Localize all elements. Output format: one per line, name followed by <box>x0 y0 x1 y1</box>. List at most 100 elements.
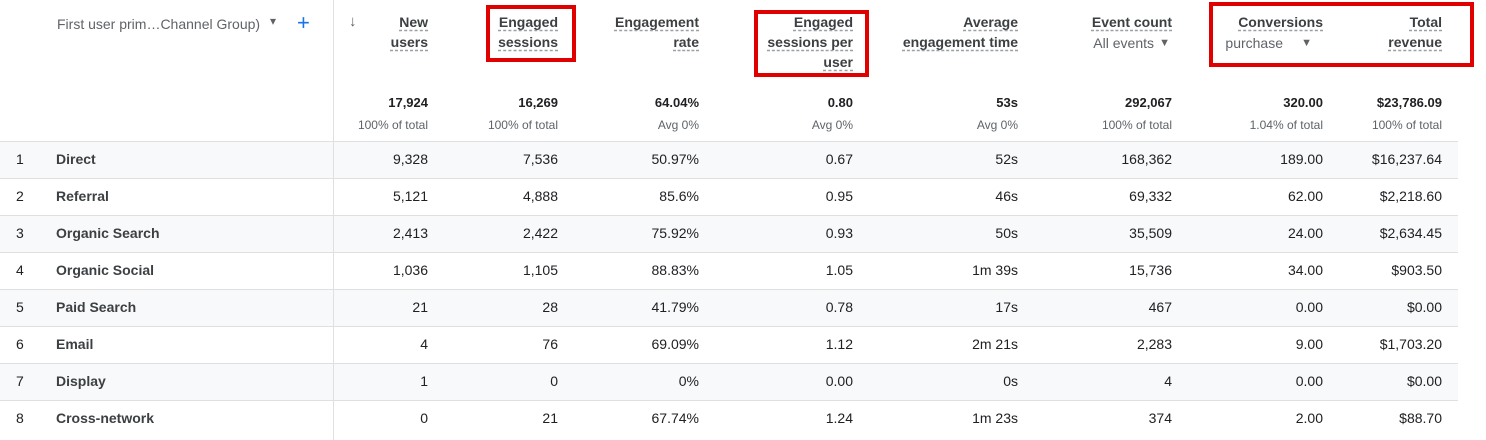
dropdown-caret[interactable]: ▼ <box>1159 37 1170 49</box>
dropdown-caret[interactable]: ▾ <box>270 14 277 28</box>
total-note: 1.04% of total <box>1249 118 1323 132</box>
metric-value: 62.00 <box>1287 188 1323 204</box>
column-header[interactable]: Engaged sessions per user <box>763 12 853 72</box>
total-value: 16,269 <box>518 95 558 110</box>
column-header[interactable]: New users <box>378 12 428 52</box>
column-label[interactable]: Event count <box>1091 14 1172 30</box>
metric-value: 88.83% <box>651 262 699 278</box>
total-note: 100% of total <box>1371 118 1442 132</box>
column-label[interactable]: Engaged sessions <box>498 14 558 50</box>
highlight-box <box>754 10 869 77</box>
total-note: Avg 0% <box>976 118 1018 132</box>
column-label[interactable]: Engagement rate <box>614 14 699 50</box>
total-value: 17,924 <box>388 95 428 110</box>
metric-value: 0.95 <box>825 188 853 204</box>
metric-value: 9.00 <box>1295 336 1323 352</box>
channel-name: Cross-network <box>56 410 155 426</box>
metric-value: 168,362 <box>1121 151 1172 167</box>
metric-value: $2,634.45 <box>1379 225 1442 241</box>
row-index: 1 <box>16 151 24 167</box>
table-row <box>0 215 1458 252</box>
table-row <box>0 363 1458 400</box>
metric-value: 0.00 <box>1295 299 1323 315</box>
metric-value: 0.67 <box>825 151 853 167</box>
metric-value: 24.00 <box>1287 225 1323 241</box>
metric-value: 0.78 <box>825 299 853 315</box>
column-header[interactable]: Engagement rate <box>599 12 699 52</box>
channel-name: Display <box>56 373 106 389</box>
metric-value: $2,218.60 <box>1379 188 1442 204</box>
metric-value: 7,536 <box>522 151 558 167</box>
metric-value: 1 <box>420 373 428 389</box>
metric-selector[interactable]: All events <box>1093 35 1154 51</box>
dimension-header[interactable]: First user prim…Channel Group) <box>57 16 261 32</box>
row-index: 5 <box>16 299 24 315</box>
table-row <box>0 289 1458 326</box>
column-header[interactable]: Engaged sessions <box>490 12 558 52</box>
metric-value: 1,105 <box>522 262 558 278</box>
metric-value: $16,237.64 <box>1371 151 1442 167</box>
column-label[interactable]: Total revenue <box>1388 14 1442 50</box>
column-divider <box>333 0 334 440</box>
metric-value: $903.50 <box>1391 262 1442 278</box>
column-label[interactable]: New users <box>390 14 428 50</box>
total-value: 64.04% <box>654 95 699 110</box>
table-row <box>0 141 1458 178</box>
metric-value: 76 <box>542 336 558 352</box>
channel-name: Organic Social <box>56 262 155 278</box>
column-label[interactable]: Engaged sessions per user <box>767 14 853 70</box>
row-index: 4 <box>16 262 24 278</box>
metric-selector[interactable]: purchase <box>1225 35 1283 51</box>
highlight-box <box>486 5 576 62</box>
metric-value: 15,736 <box>1129 262 1172 278</box>
total-value: 292,067 <box>1125 95 1172 110</box>
metric-value: 17s <box>995 299 1018 315</box>
total-note: 100% of total <box>1101 118 1172 132</box>
metric-value: 1.12 <box>825 336 853 352</box>
metric-value: 46s <box>995 188 1018 204</box>
metric-value: 0.93 <box>825 225 853 241</box>
metric-value: 52s <box>995 151 1018 167</box>
column-header[interactable]: Conversions <box>1233 12 1323 32</box>
metric-value: 41.79% <box>651 299 699 315</box>
metric-value: $0.00 <box>1406 299 1442 315</box>
table-row <box>0 400 1458 437</box>
metric-value: 1m 23s <box>972 410 1018 426</box>
column-label[interactable]: Average engagement time <box>902 14 1018 50</box>
column-header[interactable]: Total revenue <box>1382 12 1442 52</box>
metric-value: 0 <box>550 373 558 389</box>
table-row <box>0 178 1458 215</box>
metric-value: 34.00 <box>1287 262 1323 278</box>
metric-value: 2.00 <box>1295 410 1323 426</box>
metric-value: 2,413 <box>392 225 428 241</box>
sort-arrow[interactable]: ↓ <box>349 13 357 30</box>
total-value: 53s <box>996 95 1018 110</box>
row-index: 7 <box>16 373 24 389</box>
metric-value: 5,121 <box>392 188 428 204</box>
metric-value: 4 <box>1164 373 1172 389</box>
row-index: 2 <box>16 188 24 204</box>
metric-value: 1.05 <box>825 262 853 278</box>
metric-value: 69.09% <box>651 336 699 352</box>
metric-value: 2m 21s <box>972 336 1018 352</box>
metric-value: 467 <box>1148 299 1172 315</box>
metric-value: $1,703.20 <box>1379 336 1442 352</box>
column-header[interactable]: Average engagement time <box>893 12 1018 52</box>
metric-value: 21 <box>542 410 558 426</box>
metric-value: 0 <box>420 410 428 426</box>
dropdown-caret[interactable]: ▼ <box>1301 37 1312 49</box>
column-label[interactable]: Conversions <box>1238 14 1323 30</box>
metric-value: 50.97% <box>651 151 699 167</box>
total-value: 0.80 <box>827 95 853 110</box>
metric-value: 4,888 <box>522 188 558 204</box>
total-note: 100% of total <box>487 118 558 132</box>
metric-value: $88.70 <box>1399 410 1442 426</box>
row-index: 6 <box>16 336 24 352</box>
channel-name: Paid Search <box>56 299 137 315</box>
add-dimension-button[interactable]: + <box>297 10 310 35</box>
metric-value: 85.6% <box>659 188 699 204</box>
metric-value: 1,036 <box>392 262 428 278</box>
total-note: 100% of total <box>357 118 428 132</box>
column-header[interactable]: Event count <box>1062 12 1172 32</box>
